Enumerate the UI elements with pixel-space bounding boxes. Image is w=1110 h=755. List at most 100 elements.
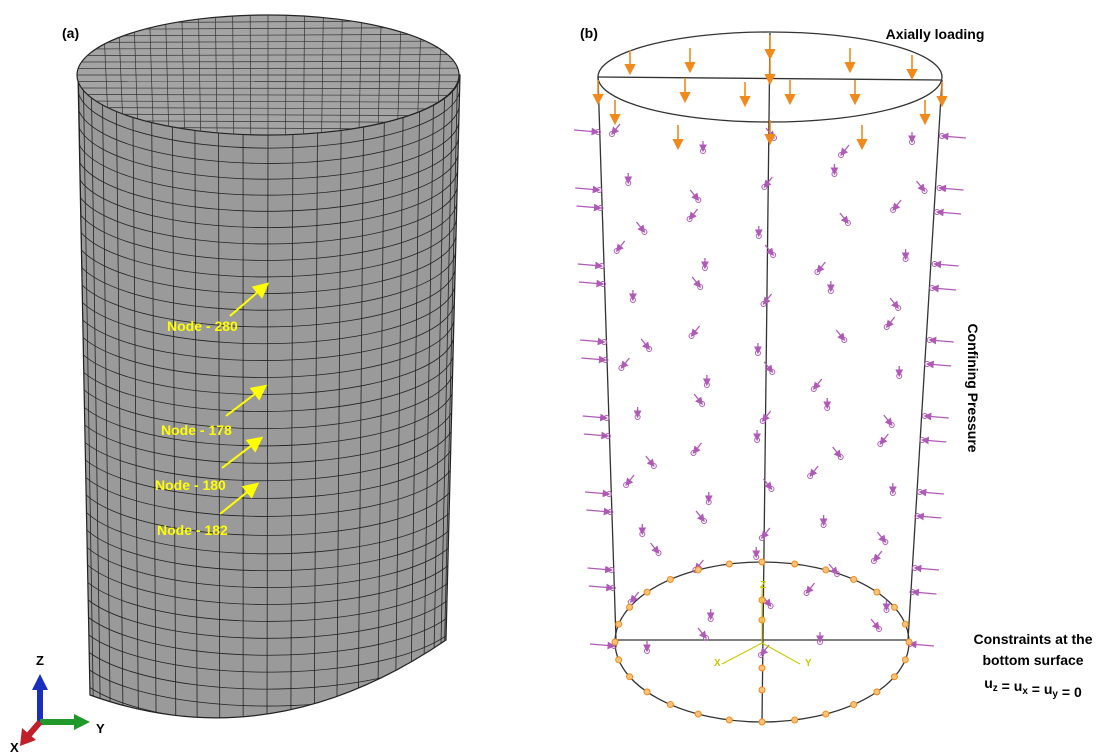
node-label: Node - 280 — [167, 318, 238, 334]
constraint-marker — [874, 689, 880, 695]
pressure-arrow — [585, 492, 609, 494]
mesh-line — [70, 7, 470, 10]
pressure-arrow — [690, 190, 698, 200]
constraint-marker — [891, 674, 897, 680]
pressure-arrow — [810, 466, 818, 476]
load-arrows — [574, 35, 966, 725]
pressure-arrow — [840, 213, 848, 223]
pressure-arrow — [575, 188, 599, 190]
pressure-arrow — [925, 416, 949, 418]
pressure-arrow — [763, 411, 771, 421]
equation-part: u — [1044, 681, 1053, 697]
constraint-marker — [695, 567, 701, 573]
node-label: Node - 180 — [155, 477, 226, 493]
pressure-arrow — [814, 379, 822, 389]
constraint-marker — [616, 657, 622, 663]
panel-label: (a) — [62, 25, 79, 41]
pressure-arrow — [584, 434, 608, 436]
pressure-arrow — [765, 245, 773, 255]
pressure-arrow — [930, 340, 954, 342]
axis-label: Y — [96, 721, 105, 736]
pressure-arrow — [915, 568, 939, 570]
pressure-arrow — [578, 264, 602, 266]
constraint-marker — [891, 604, 897, 610]
pressure-arrow — [696, 511, 704, 521]
pressure-arrow — [579, 282, 603, 284]
axis-label: Z — [36, 653, 44, 668]
pressure-arrow — [927, 364, 951, 366]
pressure-arrow — [877, 532, 885, 542]
pressure-arrow — [910, 644, 934, 646]
constraint-marker — [667, 702, 673, 708]
constraint-marker — [851, 702, 857, 708]
pressure-arrow — [617, 241, 625, 251]
pressure-arrow — [937, 212, 961, 214]
pressure-arrow — [871, 619, 879, 629]
pressure-arrow — [636, 222, 644, 232]
equation-part: u — [984, 675, 993, 691]
pressure-arrow — [920, 492, 944, 494]
pressure-arrow — [580, 340, 604, 342]
constraint-marker — [851, 576, 857, 582]
constraint-marker — [792, 561, 798, 567]
annotation: bottom surface — [982, 652, 1083, 668]
annotation: Constraints at the — [973, 631, 1092, 647]
pressure-arrow — [581, 358, 605, 360]
constraint-marker — [667, 576, 673, 582]
constraint-marker — [612, 639, 618, 645]
pressure-arrow — [890, 298, 898, 308]
operator: = — [998, 678, 1014, 694]
pressure-arrow — [631, 592, 639, 602]
pressure-arrow — [922, 440, 946, 442]
pressure-arrow — [651, 543, 659, 553]
pressure-arrow — [641, 339, 649, 349]
pressure-arrow — [612, 124, 620, 134]
pressure-arrow — [942, 136, 966, 138]
pressure-arrow — [817, 262, 825, 272]
constraint-marker — [906, 639, 912, 645]
pressure-arrow — [874, 551, 882, 561]
constraint-marker — [792, 717, 798, 723]
pressure-arrow — [574, 130, 598, 132]
constraint-marker — [726, 561, 732, 567]
annotation: Axially loading — [886, 26, 985, 42]
equation-part: u — [1014, 678, 1023, 694]
constraint-marker — [616, 621, 622, 627]
pressure-arrow — [646, 456, 654, 466]
pressure-arrow — [940, 188, 964, 190]
pressure-arrow — [887, 317, 895, 327]
equation: uz = ux = uy = 0 — [984, 675, 1082, 700]
constraint-marker — [644, 589, 650, 595]
figure: (a) Node - 280 Node - 178 Node - 180 Nod… — [0, 0, 1110, 755]
node-label: Node - 182 — [157, 522, 228, 538]
constraint-marker — [902, 621, 908, 627]
pressure-arrow — [935, 264, 959, 266]
node-label: Node - 178 — [161, 422, 232, 438]
constraint-marker — [759, 687, 765, 693]
annotation: Confining Pressure — [965, 323, 981, 452]
panel-label: (b) — [580, 25, 598, 41]
constraint-marker — [759, 665, 765, 671]
pressure-arrow — [833, 447, 841, 457]
pressure-arrow — [762, 528, 770, 538]
constraint-marker — [902, 657, 908, 663]
axis-label: Y — [805, 658, 812, 669]
constraint-marker — [695, 711, 701, 717]
mesh-cylinder — [70, 7, 470, 730]
equation-part: 0 — [1074, 684, 1082, 700]
pressure-arrow — [692, 277, 700, 287]
pressure-arrow — [583, 416, 607, 418]
pressure-arrow — [841, 145, 849, 155]
pressure-arrow — [880, 434, 888, 444]
constraint-marker — [726, 717, 732, 723]
constraint-marker — [627, 604, 633, 610]
pressure-arrow — [576, 206, 600, 208]
constraint-marker — [627, 674, 633, 680]
pressure-arrow — [588, 568, 612, 570]
pressure-arrow — [836, 330, 844, 340]
operator: = — [1028, 681, 1044, 697]
pressure-arrow — [626, 475, 634, 485]
pressure-arrow — [690, 209, 698, 219]
operator: = — [1058, 684, 1074, 700]
pressure-arrow — [807, 583, 815, 593]
